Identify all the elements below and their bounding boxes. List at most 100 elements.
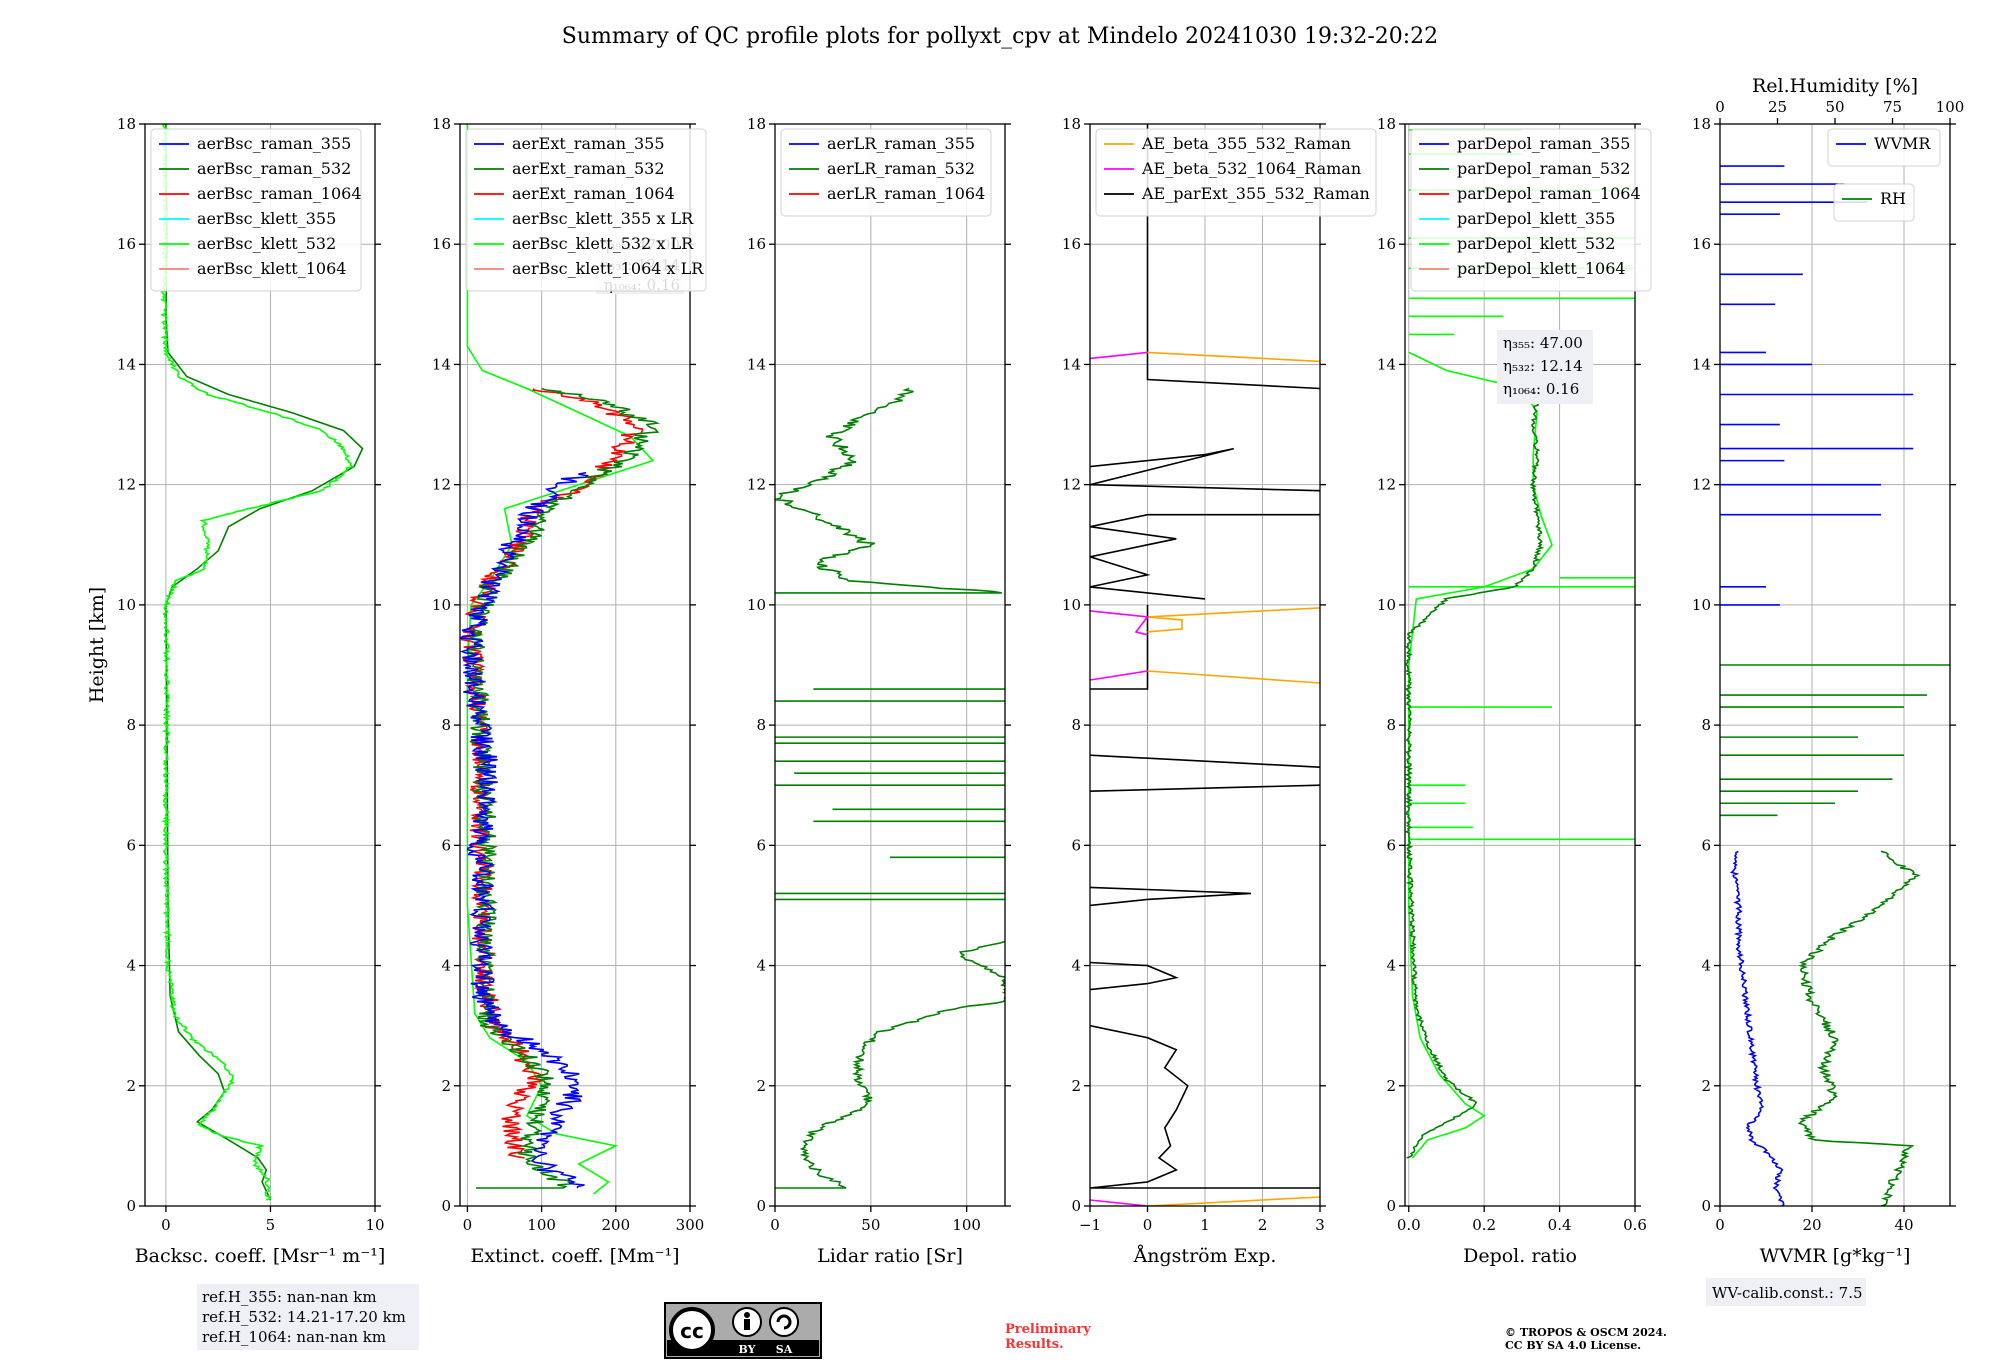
ytick-label: 10 (432, 596, 451, 614)
series-AE_beta_532_1064_Raman (1090, 1199, 1148, 1206)
legend-entry: aerBsc_klett_1064 x LR (512, 259, 704, 278)
ticks (454, 123, 696, 1212)
ytick-label: 18 (747, 115, 766, 133)
legend: WVMR (1827, 128, 1941, 167)
legend-entry: parDepol_klett_532 (1457, 234, 1615, 253)
xtick-label: 100 (527, 1216, 556, 1234)
ytick-label: 6 (441, 836, 451, 854)
xtick-label: 100 (952, 1216, 981, 1234)
xtick-label: 0.0 (1397, 1216, 1421, 1234)
series-AE_beta_355_532_Raman (1147, 1196, 1320, 1206)
legend-box (1827, 128, 1941, 167)
ytick-label: 12 (1377, 476, 1396, 494)
legend-entry: aerBsc_klett_1064 (197, 259, 346, 278)
ytick-label: 0 (126, 1197, 136, 1215)
axes-frame (1404, 123, 1636, 1207)
legend: aerLR_raman_355 aerLR_raman_532 aerLR_rama… (780, 128, 992, 217)
ytick-label: 12 (117, 476, 136, 494)
series-aerExt_raman_532 (466, 387, 661, 1189)
ytick-label: 16 (432, 235, 451, 253)
legend-box (780, 128, 992, 217)
ytick-label: 14 (117, 355, 136, 373)
top-xtick-label: 75 (1883, 98, 1902, 116)
legend-entry: aerBsc_raman_1064 (197, 184, 362, 203)
ytick-label: 12 (747, 476, 766, 494)
info-box: ref.H_355: nan-nan km ref.H_532: 14.21-17… (197, 1284, 419, 1350)
info-line: ref.H_355: nan-nan km (202, 1288, 377, 1306)
legend-entry: aerBsc_klett_355 (197, 209, 336, 228)
legend-box (1833, 183, 1915, 222)
x-axis-label: Backsc. coeff. [Msr⁻¹ m⁻¹] (135, 1245, 386, 1267)
series-AE_parExt_355_532_Raman_e (1090, 754, 1320, 768)
cc-label: cc (680, 1319, 704, 1343)
series-AE_parExt_355_532_Raman_d (1090, 784, 1320, 792)
axes-frame (459, 123, 691, 1207)
legend-box (1095, 128, 1377, 217)
ytick-label: 4 (126, 957, 136, 975)
ytick-label: 16 (117, 235, 136, 253)
legend-entry: aerLR_raman_355 (827, 134, 975, 153)
ytick-label: 6 (1386, 836, 1396, 854)
series-AE_beta_532_1064_Raman_b (1090, 670, 1148, 681)
ytick-label: 16 (1377, 235, 1396, 253)
ytick-label: 8 (1386, 716, 1396, 734)
axes-frame (144, 123, 376, 1207)
top-axis-label: Rel.Humidity [%] (1752, 75, 1918, 97)
panels: 0 2 4 6 8 10 12 14 16 18 0 5 10 Backsc. coeff. [Msr⁻¹… (117, 75, 1964, 1350)
ytick-label: 6 (1071, 836, 1081, 854)
top-xtick-label: 0 (1715, 98, 1725, 116)
xtick-label: 5 (266, 1216, 276, 1234)
legend: parDepol_raman_355 parDepol_raman_532 parD… (1410, 128, 1652, 292)
info-bg (197, 1284, 419, 1350)
info-bg (1706, 1278, 1866, 1306)
eta-box (1497, 330, 1593, 404)
ytick-label: 14 (432, 355, 451, 373)
xtick-label: 300 (676, 1216, 705, 1234)
series-parDepol_raman_532 (1405, 400, 1545, 1159)
legend-entry: aerExt_raman_1064 (512, 184, 675, 203)
ytick-label: 8 (1701, 716, 1711, 734)
x-axis-label: Lidar ratio [Sr] (817, 1245, 963, 1267)
panel-bsc: 0 2 4 6 8 10 12 14 16 18 0 5 10 Backsc. coeff. [Msr⁻¹… (117, 115, 419, 1350)
series-AE_parExt_355_532_Raman_c (1090, 886, 1252, 907)
xtick-label: 200 (601, 1216, 630, 1234)
ytick-label: 14 (1692, 355, 1711, 373)
copyright-note: © TROPOS & OSCM 2024. (1505, 1326, 1667, 1339)
info-line: WV-calib.const.: 7.5 (1712, 1284, 1863, 1302)
figure-title: Summary of QC profile plots for pollyxt_… (562, 24, 1438, 49)
ytick-label: 14 (1062, 355, 1081, 373)
series-aerLR_raman_532 (775, 940, 1005, 1189)
ticks (1084, 123, 1326, 1212)
series-WVMR (1729, 850, 1785, 1206)
ytick-label: 8 (441, 716, 451, 734)
ytick-label: 18 (1062, 115, 1081, 133)
info-line: ref.H_1064: nan-nan km (202, 1328, 386, 1346)
xtick-label: 0.2 (1472, 1216, 1496, 1234)
axes-frame (774, 123, 1006, 1207)
ytick-label: 2 (441, 1077, 451, 1095)
ytick-label: 2 (1386, 1077, 1396, 1095)
ytick-label: 2 (1701, 1077, 1711, 1095)
eta-line: η₅₃₂: 12.14 (1503, 357, 1583, 375)
xtick-label: 10 (365, 1216, 384, 1234)
xtick-label: 0.6 (1623, 1216, 1647, 1234)
xtick-label: 0.4 (1548, 1216, 1572, 1234)
ytick-label: 8 (126, 716, 136, 734)
grid (1089, 123, 1321, 1207)
ytick-label: 10 (1062, 596, 1081, 614)
x-axis-label: Extinct. coeff. [Mm⁻¹] (470, 1245, 679, 1267)
ticks (769, 123, 1011, 1212)
legend: aerBsc_raman_355 aerBsc_raman_532 aerBsc_r… (150, 128, 362, 292)
legend-entry: aerExt_raman_532 (512, 159, 665, 178)
data-layer (160, 124, 364, 1201)
ytick-label: 4 (756, 957, 766, 975)
ytick-label: 18 (432, 115, 451, 133)
legend-entry: aerBsc_klett_355 x LR (512, 209, 694, 228)
by-icon-body (744, 1319, 750, 1330)
ytick-label: 4 (1386, 957, 1396, 975)
series-AE_parExt_355_532_Raman_f (1090, 604, 1149, 690)
ytick-label: 8 (1071, 716, 1081, 734)
legend-entry: parDepol_raman_532 (1457, 159, 1630, 178)
xtick-label: 0 (1715, 1216, 1725, 1234)
